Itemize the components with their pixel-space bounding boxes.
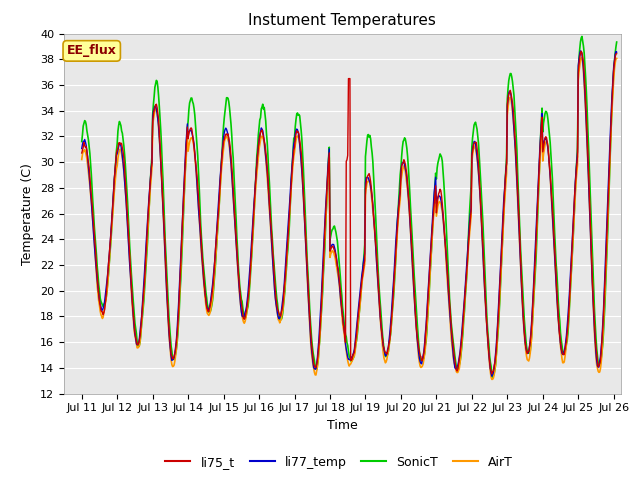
li75_t bbox=[577, 48, 585, 54]
X-axis label: Time: Time bbox=[327, 419, 358, 432]
SonicT bbox=[499, 246, 506, 252]
SonicT bbox=[613, 39, 621, 45]
Title: Instument Temperatures: Instument Temperatures bbox=[248, 13, 436, 28]
AirT bbox=[116, 147, 124, 153]
li75_t bbox=[79, 144, 87, 150]
li77_temp bbox=[454, 359, 462, 365]
Line: li75_t: li75_t bbox=[82, 51, 617, 374]
SonicT bbox=[492, 363, 499, 369]
li77_temp bbox=[492, 351, 499, 357]
li77_temp bbox=[78, 145, 86, 151]
AirT bbox=[143, 244, 150, 250]
li75_t bbox=[488, 371, 495, 377]
AirT bbox=[499, 247, 506, 252]
li75_t bbox=[78, 150, 86, 156]
AirT bbox=[613, 56, 621, 61]
SonicT bbox=[489, 374, 497, 380]
SonicT bbox=[78, 139, 86, 144]
Line: AirT: AirT bbox=[82, 58, 617, 379]
li77_temp bbox=[577, 48, 584, 54]
Line: SonicT: SonicT bbox=[82, 36, 617, 377]
li77_temp bbox=[488, 373, 495, 379]
Y-axis label: Temperature (C): Temperature (C) bbox=[22, 163, 35, 264]
li75_t bbox=[454, 361, 462, 367]
AirT bbox=[78, 156, 86, 162]
Text: EE_flux: EE_flux bbox=[67, 44, 116, 58]
li77_temp bbox=[499, 230, 506, 236]
SonicT bbox=[578, 34, 586, 39]
AirT bbox=[492, 362, 499, 368]
li75_t bbox=[613, 51, 621, 57]
AirT bbox=[577, 55, 585, 60]
li77_temp bbox=[79, 139, 87, 144]
Line: li77_temp: li77_temp bbox=[82, 51, 617, 376]
li77_temp bbox=[613, 49, 621, 55]
SonicT bbox=[143, 253, 150, 259]
AirT bbox=[454, 368, 462, 373]
li77_temp bbox=[116, 141, 124, 146]
SonicT bbox=[454, 366, 462, 372]
AirT bbox=[79, 148, 87, 154]
li75_t bbox=[116, 140, 124, 145]
SonicT bbox=[116, 119, 124, 124]
li75_t bbox=[499, 237, 506, 242]
SonicT bbox=[79, 123, 87, 129]
li75_t bbox=[143, 236, 150, 242]
Legend: li75_t, li77_temp, SonicT, AirT: li75_t, li77_temp, SonicT, AirT bbox=[161, 451, 518, 474]
AirT bbox=[488, 376, 495, 382]
li77_temp bbox=[143, 230, 150, 236]
li75_t bbox=[492, 355, 499, 360]
